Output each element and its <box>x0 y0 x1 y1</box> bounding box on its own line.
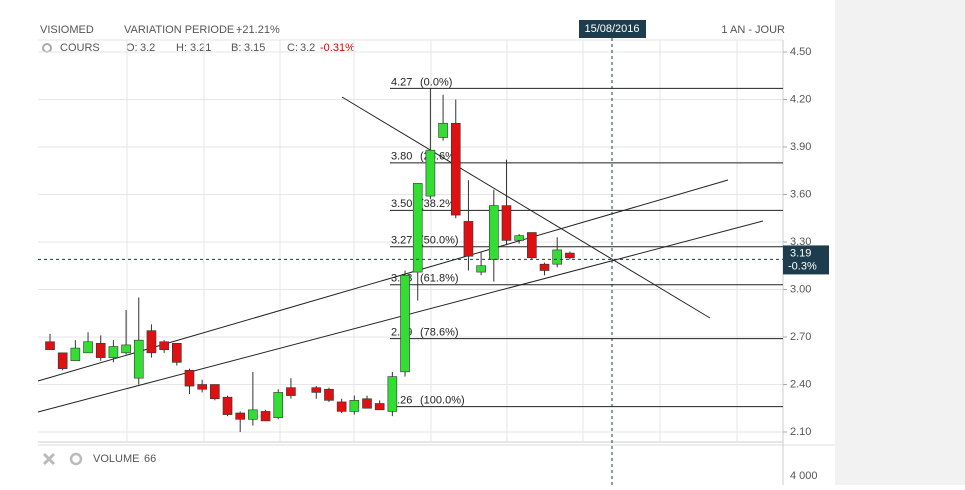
quote-label: C: <box>287 42 298 54</box>
y-tick-label: 2.70 <box>790 331 811 343</box>
candle-body <box>172 343 182 363</box>
candle-body <box>159 341 169 350</box>
y-tick-label: 3.90 <box>790 141 811 153</box>
candle-body <box>412 183 423 273</box>
quote-value: 3.2 <box>140 42 155 54</box>
last-change: -0.3% <box>788 260 817 272</box>
candle-body <box>349 400 360 412</box>
candle-body <box>311 387 322 393</box>
candle-body <box>133 339 144 379</box>
last-price: 3.19 <box>790 247 811 259</box>
candle-body <box>260 411 271 422</box>
fib-ratio: (61.8%) <box>420 273 459 285</box>
fib-label: 3.80 <box>391 151 412 163</box>
fib-ratio: (50.0%) <box>420 235 459 247</box>
settings-icon[interactable] <box>69 452 83 466</box>
candle-body <box>425 149 436 197</box>
fib-label: 3.50 <box>391 198 412 210</box>
candle-body <box>514 235 524 241</box>
candle-body <box>527 232 537 259</box>
candle-body <box>273 392 284 419</box>
last-price-box <box>783 245 829 275</box>
candle-body <box>488 205 499 260</box>
y-tick-label: 3.00 <box>790 283 811 295</box>
close-icon[interactable] <box>42 452 56 466</box>
title: VISIOMED <box>40 24 94 36</box>
quote-value: 3.15 <box>244 42 265 54</box>
candle-body <box>539 263 550 271</box>
fib-ratio: (100.0%) <box>420 395 465 407</box>
candle-body <box>222 396 233 415</box>
y-tick-label: 3.30 <box>790 236 811 248</box>
candle-body <box>324 388 334 401</box>
candle-body <box>121 344 131 354</box>
quote-value: 3.2 <box>300 42 315 54</box>
candle-body <box>146 330 157 354</box>
candle-body <box>565 252 575 259</box>
candle-body <box>184 369 195 387</box>
candle-body <box>70 347 81 362</box>
volume-tick-label: 4 000 <box>790 470 818 482</box>
variation-label: VARIATION PERIODE : <box>124 24 240 36</box>
fib-ratio: (0.0%) <box>420 76 452 88</box>
y-tick-label: 3.60 <box>790 188 811 200</box>
candle-body <box>197 384 207 390</box>
candle-body <box>45 341 55 350</box>
period: 1 AN - JOUR <box>721 24 785 36</box>
quote-name: COURS <box>60 42 100 54</box>
candle-body <box>286 387 296 396</box>
fib-label: 3.27 <box>391 235 412 247</box>
side-panel <box>835 0 965 485</box>
candle-body <box>387 376 398 412</box>
crosshair-box <box>579 20 646 38</box>
candle-body <box>108 346 119 358</box>
crosshair-date: 15/08/2016 <box>584 23 639 35</box>
trend-line <box>341 96 711 319</box>
volume-label: VOLUME <box>93 453 139 465</box>
candle-body <box>57 352 68 369</box>
grid <box>38 40 783 442</box>
volume-header <box>42 452 83 466</box>
quote-label: O: <box>126 42 138 54</box>
candle-body <box>501 205 512 241</box>
candle-body <box>400 274 410 373</box>
candle-body <box>235 412 245 420</box>
candle-body <box>450 122 461 216</box>
y-tick-label: 4.20 <box>790 93 811 105</box>
candle-body <box>374 403 385 411</box>
candle-body <box>438 122 448 138</box>
candle-body <box>463 221 474 257</box>
y-tick-label: 2.40 <box>790 378 811 390</box>
quote-label: H: <box>176 42 187 54</box>
candle-body <box>95 343 106 358</box>
quote-label: B: <box>231 42 241 54</box>
candle-body <box>552 249 563 265</box>
fib-ratio: (78.6%) <box>420 326 459 338</box>
candle-body <box>362 398 372 409</box>
candle-body <box>336 401 347 412</box>
quote-value: 3.21 <box>190 42 211 54</box>
fib-ratio: (38.2%) <box>420 198 459 210</box>
y-tick-label: 4.50 <box>790 46 811 58</box>
variation: +21.21% <box>236 24 280 36</box>
candle-body <box>83 341 93 354</box>
volume-value: 66 <box>144 453 156 465</box>
y-tick-label: 2.10 <box>790 426 811 438</box>
fib-label: 4.27 <box>391 76 412 88</box>
quote-change: -0.31% <box>320 42 355 54</box>
candle-body <box>248 409 258 420</box>
candle-body <box>210 384 220 400</box>
candle-body <box>476 265 486 273</box>
